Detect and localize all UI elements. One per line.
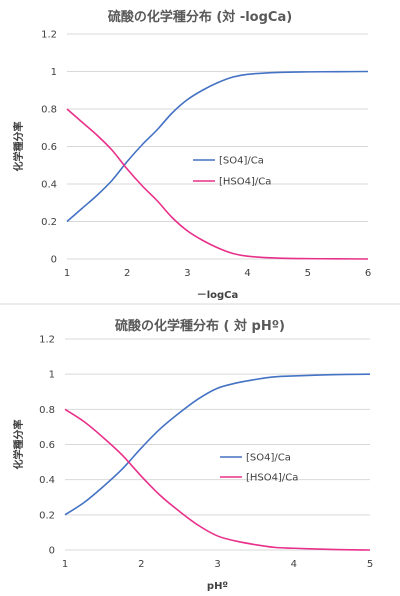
chart-title: 硫酸の化学種分布 ( 対 pHº) [115, 318, 285, 334]
series-line-so4 [64, 373, 371, 516]
y-tick-label: 0.8 [41, 105, 57, 116]
y-tick-label: 1.2 [41, 30, 57, 41]
x-axis-label: pHº [207, 581, 229, 592]
x-tick-label: 4 [291, 559, 297, 570]
chart-2: 硫酸の化学種分布 ( 対 pHº) 0 0.2 0.4 0.6 0.8 1 1.2 1 2 3 4 5 p… [12, 318, 373, 592]
x-axis-label: －logCa [197, 290, 239, 301]
series-line-so4 [66, 70, 369, 223]
x-tick-label: 2 [138, 559, 144, 570]
y-axis-label: 化学種分率 [12, 420, 25, 470]
chart-1: 硫酸の化学種分布 (対 -logCa) 0 0.2 0.4 0.6 0.8 1 1.2 1 2 3 4… [12, 9, 371, 301]
y-tick-label: 0.4 [39, 475, 55, 486]
x-tick-label: 5 [305, 268, 311, 279]
y-tick-label: 0.6 [39, 440, 55, 451]
x-tick-label: 1 [62, 559, 68, 570]
x-tick-label: 5 [367, 559, 373, 570]
legend-label: [SO4]/Ca [246, 453, 291, 464]
y-tick-label: 1.2 [39, 335, 55, 346]
x-tick-label: 3 [184, 268, 190, 279]
x-tick-label: 4 [244, 268, 250, 279]
y-tick-label: 0.4 [41, 180, 57, 191]
x-tick-label: 2 [124, 268, 130, 279]
y-axis-label: 化学種分率 [12, 122, 25, 172]
y-tick-label: 0 [49, 546, 55, 557]
y-tick-label: 0 [51, 255, 57, 266]
y-tick-label: 0.2 [41, 217, 57, 228]
legend-label: [HSO4]/Ca [219, 177, 271, 188]
x-tick-label: 6 [365, 268, 371, 279]
series-line-hso4 [66, 108, 369, 260]
legend-label: [SO4]/Ca [219, 156, 264, 167]
series-line-hso4 [64, 408, 371, 551]
chart-title: 硫酸の化学種分布 (対 -logCa) [108, 9, 292, 25]
x-tick-label: 1 [64, 268, 70, 279]
y-tick-label: 0.6 [41, 142, 57, 153]
y-tick-label: 0.2 [39, 510, 55, 521]
x-tick-label: 3 [214, 559, 220, 570]
legend-label: [HSO4]/Ca [246, 473, 298, 484]
y-tick-label: 0.8 [39, 405, 55, 416]
y-tick-label: 1 [49, 370, 55, 381]
y-tick-label: 1 [51, 67, 57, 78]
